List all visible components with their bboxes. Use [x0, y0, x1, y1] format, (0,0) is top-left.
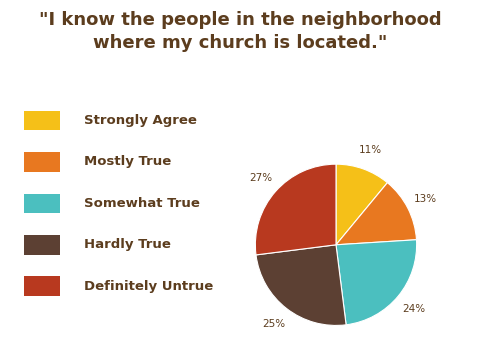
Text: 27%: 27%: [249, 173, 272, 183]
Text: Definitely Untrue: Definitely Untrue: [84, 280, 213, 293]
Text: 13%: 13%: [414, 194, 437, 204]
Text: 25%: 25%: [263, 319, 286, 329]
Wedge shape: [336, 240, 417, 325]
Wedge shape: [255, 164, 336, 255]
Text: 24%: 24%: [402, 304, 425, 314]
Text: "I know the people in the neighborhood
where my church is located.": "I know the people in the neighborhood w…: [39, 11, 441, 53]
Text: Hardly True: Hardly True: [84, 238, 171, 251]
Wedge shape: [336, 183, 417, 245]
Wedge shape: [336, 164, 387, 245]
Text: Strongly Agree: Strongly Agree: [84, 114, 197, 127]
Wedge shape: [256, 245, 346, 325]
Text: Somewhat True: Somewhat True: [84, 197, 200, 210]
Text: Mostly True: Mostly True: [84, 156, 171, 168]
Text: 11%: 11%: [359, 145, 382, 155]
